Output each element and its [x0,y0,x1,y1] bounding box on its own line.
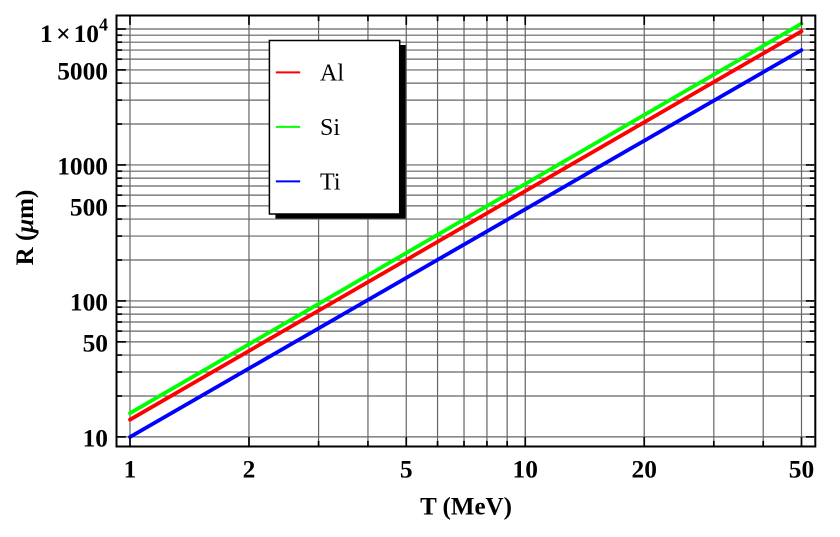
svg-text:1000: 1000 [57,152,108,180]
svg-text:500: 500 [70,193,108,221]
svg-text:10: 10 [513,456,538,484]
svg-text:R (μm): R (μm) [12,190,39,266]
svg-text:T (MeV): T (MeV) [420,494,512,521]
svg-text:50: 50 [789,456,814,484]
svg-text:Al: Al [320,61,344,87]
svg-text:20: 20 [632,456,657,484]
svg-text:1: 1 [124,456,137,484]
svg-text:100: 100 [70,288,108,316]
svg-text:Si: Si [320,115,340,141]
svg-text:5000: 5000 [57,57,108,85]
svg-text:5: 5 [400,456,413,484]
svg-text:50: 50 [83,329,108,357]
svg-text:2: 2 [243,456,256,484]
svg-text:1×104: 1 × 104 [40,14,108,48]
svg-text:10: 10 [83,424,108,452]
svg-text:Ti: Ti [320,170,341,196]
